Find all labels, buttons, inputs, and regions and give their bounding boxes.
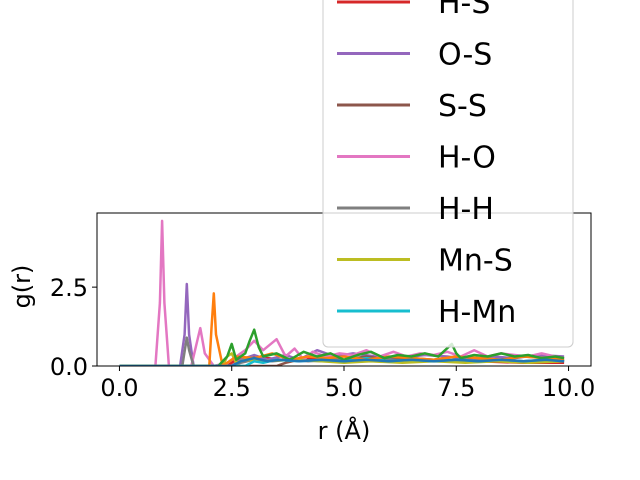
legend-label-h-o: H-O xyxy=(438,141,496,176)
legend-label-h-mn: H-Mn xyxy=(438,295,516,330)
x-tick-label: 10.0 xyxy=(542,374,595,402)
legend-items: H-S O-S S-S H-O H-H Mn-S H-Mn xyxy=(337,0,516,330)
x-axis-label: r (Å) xyxy=(318,416,371,445)
legend-label-o-s: O-S xyxy=(438,38,492,73)
series-line-o-mn xyxy=(119,292,565,366)
series-line-o-o xyxy=(119,356,565,366)
plot-lines xyxy=(119,219,565,366)
legend-label-mn-s: Mn-S xyxy=(438,244,513,279)
y-axis: 0.0 2.5 xyxy=(50,274,97,381)
y-tick-label: 2.5 xyxy=(50,274,88,302)
x-tick-label: 5.0 xyxy=(325,374,363,402)
legend-label-h-h: H-H xyxy=(438,192,494,227)
y-tick-label: 0.0 xyxy=(50,353,88,381)
x-tick-label: 2.5 xyxy=(213,374,251,402)
y-axis-label: g(r) xyxy=(8,265,36,309)
x-tick-label: 0.0 xyxy=(100,374,138,402)
legend-label-h-s: H-S xyxy=(438,0,490,21)
legend: H-S O-S S-S H-O H-H Mn-S H-Mn xyxy=(322,0,574,348)
series-line-mn-mn xyxy=(119,328,565,366)
legend-label-s-s: S-S xyxy=(438,89,487,124)
x-axis: 0.0 2.5 5.0 7.5 10.0 xyxy=(100,366,595,402)
x-tick-label: 7.5 xyxy=(437,374,475,402)
